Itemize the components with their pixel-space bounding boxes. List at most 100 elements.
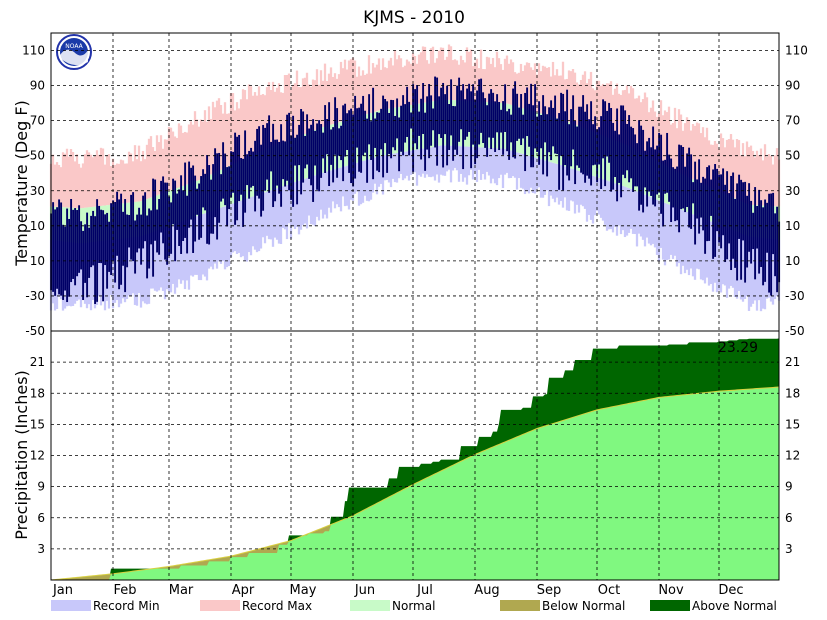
observed-bar [316,123,319,190]
observed-bar [136,214,139,253]
record-max-bar [415,63,419,105]
observed-bar [642,129,645,213]
record-max-bar [579,80,583,127]
temp-tick-left: 50 [30,149,45,163]
observed-bar [116,191,119,256]
record-min-bar [233,202,237,252]
record-max-bar [683,123,687,176]
record-max-bar [251,95,255,156]
record-min-bar [645,195,649,238]
record-max-bar [395,59,399,108]
record-min-bar [269,190,273,240]
record-min-bar [485,147,489,172]
record-max-bar [693,125,697,181]
observed-bar [650,147,653,196]
observed-bar [404,104,407,143]
observed-bar [424,112,427,171]
record-min-bar [611,182,615,233]
record-max-bar [285,75,289,142]
record-max-bar [123,163,127,204]
record-min-bar [293,182,297,230]
record-max-bar [383,67,387,110]
record-max-bar [685,117,689,177]
observed-bar [662,160,665,227]
record-max-bar [715,143,719,191]
record-min-bar [559,165,563,202]
tick-labels: 110 110 90 90 70 70 50 50 30 30 10 10 10 10 -30 -30 -50 -… [22,44,808,556]
observed-bar [408,101,411,156]
record-max-bar [127,151,131,203]
record-min-bar [497,148,501,179]
record-max-bar [297,86,301,137]
legend-swatch [650,600,690,611]
observed-bar [174,180,177,262]
observed-bar [522,114,525,139]
record-max-bar [697,123,701,183]
record-min-bar [363,160,367,196]
observed-bar [646,141,649,207]
record-min-bar [539,159,543,198]
observed-bar [448,104,451,150]
record-max-bar [587,78,591,131]
observed-bar [276,139,279,186]
observed-bar [188,161,191,228]
record-min-bar [393,153,397,183]
observed-bar [140,214,143,265]
record-min-bar [283,185,287,230]
record-max-bar [187,124,191,184]
record-min-bar [665,203,669,261]
record-max-bar [51,154,55,207]
observed-bar [208,165,211,245]
record-max-bar [757,155,761,206]
record-max-bar [95,150,99,207]
record-max-bar [577,84,581,127]
observed-bar [508,108,511,160]
record-min-bar [263,192,267,244]
record-max-bar [769,155,773,207]
record-min-bar [261,192,265,238]
record-max-bar [137,145,141,202]
observed-bar [764,199,767,282]
observed-bar [376,112,379,171]
record-min-bar [447,145,451,170]
record-min-bar [141,235,145,302]
record-max-bar [451,60,455,101]
temp-tick-left: 30 [30,184,45,198]
observed-bar [302,111,305,183]
record-min-bar [299,180,303,230]
record-max-bar [227,113,231,167]
record-min-bar [439,145,443,175]
record-min-bar [619,185,623,235]
record-min-bar [409,150,413,175]
record-max-bar [723,147,727,194]
record-min-bar [671,206,675,259]
record-max-bar [497,58,501,103]
record-max-bar [255,95,259,154]
record-min-bar [285,184,289,240]
record-max-bar [523,65,527,109]
record-max-bar [429,48,433,102]
observed-bar [350,108,353,184]
record-max-bar [447,44,451,100]
observed-bar [720,174,723,249]
record-min-bar [197,215,201,281]
record-max-bar [659,100,663,164]
record-min-bar [375,156,379,195]
record-min-bar [669,205,673,255]
record-min-bar [631,189,635,234]
observed-bar [256,128,259,196]
observed-bar [402,95,405,156]
observed-bar [704,178,707,254]
record-max-bar [551,61,555,118]
observed-bar [312,119,315,202]
record-max-bar [385,68,389,110]
observed-bar [532,105,535,168]
observed-bar [324,105,327,173]
record-min-bar [515,152,519,190]
record-max-bar [463,62,467,101]
record-min-bar [189,218,193,276]
record-max-bar [645,97,649,156]
record-min-bar [433,146,437,181]
observed-bar [494,101,497,152]
record-min-bar [529,156,533,188]
